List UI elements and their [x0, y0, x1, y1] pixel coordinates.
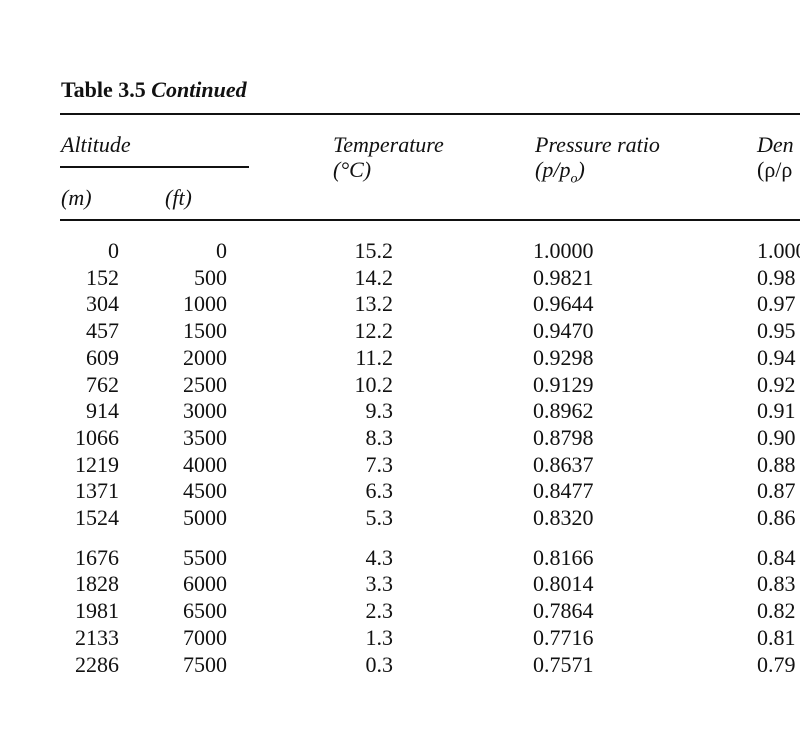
cell-density: 0.82 — [757, 598, 796, 624]
cell-temperature: 11.2 — [355, 344, 393, 370]
cell-density: 0.86 — [757, 505, 796, 530]
cell-ft: 4000 — [183, 451, 227, 477]
cell-pressure: 0.9470 — [533, 318, 594, 344]
cell-m: 152 — [86, 264, 119, 290]
cell-ft: 6500 — [183, 598, 227, 624]
cell-ft: 1500 — [183, 318, 227, 344]
cell-pressure: 0.7716 — [533, 624, 594, 650]
cell-ft: 1000 — [183, 291, 227, 317]
cell-density: 0.81 — [757, 624, 796, 650]
top-rule — [60, 113, 800, 115]
cell-pressure: 0.8962 — [533, 398, 594, 424]
cell-density: 0.90 — [757, 424, 796, 450]
cell-density: 0.87 — [757, 478, 796, 504]
header-rule — [60, 219, 800, 221]
pressure-unit-prefix: (p/p — [535, 157, 571, 182]
cell-m: 457 — [86, 318, 119, 344]
cell-temperature: 10.2 — [354, 371, 394, 397]
header-temperature: Temperature — [333, 132, 444, 157]
cell-temperature: 14.2 — [354, 264, 394, 290]
cell-ft: 5500 — [183, 544, 227, 570]
cell-ft: 7500 — [183, 651, 227, 677]
cell-temperature: 7.3 — [365, 451, 394, 477]
cell-temperature: 6.3 — [365, 478, 394, 504]
cell-density: 0.83 — [757, 571, 796, 597]
table-title: Table 3.5 Continued — [61, 79, 247, 101]
cell-pressure: 0.8014 — [533, 571, 594, 597]
title-label: Table 3.5 — [61, 77, 146, 102]
cell-density: 0.91 — [757, 398, 796, 424]
cell-temperature: 0.3 — [365, 651, 394, 677]
cell-m: 1981 — [75, 598, 119, 624]
cell-pressure: 0.8477 — [533, 478, 594, 504]
cell-density: 0.98 — [757, 264, 796, 290]
cell-density: 0.94 — [757, 344, 796, 370]
cell-m: 1828 — [75, 571, 119, 597]
cell-temperature: 12.2 — [354, 318, 394, 344]
cell-pressure: 0.9298 — [533, 344, 594, 370]
header-ft: (ft) — [165, 185, 192, 210]
cell-temperature: 4.3 — [365, 544, 394, 570]
cell-m: 1524 — [75, 505, 119, 530]
cell-m: 1676 — [75, 544, 119, 570]
cell-temperature: 5.3 — [365, 505, 394, 530]
cell-temperature: 13.2 — [354, 291, 394, 317]
cell-density: 0.79 — [757, 651, 796, 677]
cell-m: 1371 — [75, 478, 119, 504]
cell-temperature: 2.3 — [365, 598, 394, 624]
title-continued: Continued — [151, 77, 247, 102]
cell-pressure: 0.8166 — [533, 544, 594, 570]
header-m: (m) — [61, 185, 92, 210]
cell-ft: 5000 — [183, 505, 227, 530]
pressure-unit-suffix: ) — [577, 157, 585, 182]
cell-temperature: 3.3 — [365, 571, 394, 597]
cell-m: 1066 — [75, 424, 119, 450]
cell-m: 609 — [86, 344, 119, 370]
pressure-unit-sub: o — [570, 171, 578, 187]
header-temperature-unit: (°C) — [333, 157, 372, 182]
cell-temperature: 15.2 — [354, 238, 394, 263]
cell-pressure: 0.9821 — [533, 264, 594, 290]
header-altitude: Altitude — [61, 132, 131, 157]
cell-ft: 4500 — [183, 478, 227, 504]
cell-density: 1.000 — [757, 238, 800, 263]
cell-pressure: 0.8320 — [533, 505, 594, 530]
cell-density: 0.88 — [757, 451, 796, 477]
altitude-rule — [60, 166, 249, 168]
cell-m: 2286 — [75, 651, 119, 677]
cell-pressure: 0.9644 — [533, 291, 594, 317]
header-density-unit: (ρ/ρ — [757, 157, 793, 182]
cell-ft: 2000 — [183, 344, 227, 370]
cell-pressure: 0.9129 — [533, 371, 594, 397]
header-pressure-unit: (p/po) — [535, 159, 585, 186]
cell-ft: 3500 — [183, 424, 227, 450]
cell-pressure: 0.8798 — [533, 424, 594, 450]
cell-ft: 6000 — [183, 571, 227, 597]
cell-m: 914 — [86, 398, 119, 424]
cell-m: 762 — [86, 371, 119, 397]
cell-pressure: 0.7864 — [533, 598, 594, 624]
cell-ft: 2500 — [183, 371, 227, 397]
cell-m: 0 — [108, 238, 119, 263]
cell-temperature: 1.3 — [365, 624, 394, 650]
cell-pressure: 0.7571 — [533, 651, 594, 677]
cell-ft: 500 — [194, 264, 227, 290]
cell-density: 0.97 — [757, 291, 796, 317]
cell-density: 0.84 — [757, 544, 796, 570]
cell-density: 0.95 — [757, 318, 796, 344]
header-pressure: Pressure ratio — [535, 132, 660, 157]
header-density: Den — [757, 132, 794, 157]
cell-ft: 7000 — [183, 624, 227, 650]
cell-ft: 0 — [216, 238, 227, 263]
cell-temperature: 9.3 — [365, 398, 394, 424]
cell-pressure: 1.0000 — [533, 238, 594, 263]
cell-m: 1219 — [75, 451, 119, 477]
cell-ft: 3000 — [183, 398, 227, 424]
cell-density: 0.92 — [757, 371, 796, 397]
cell-m: 2133 — [75, 624, 119, 650]
cell-pressure: 0.8637 — [533, 451, 594, 477]
cell-temperature: 8.3 — [365, 424, 394, 450]
cell-m: 304 — [86, 291, 119, 317]
